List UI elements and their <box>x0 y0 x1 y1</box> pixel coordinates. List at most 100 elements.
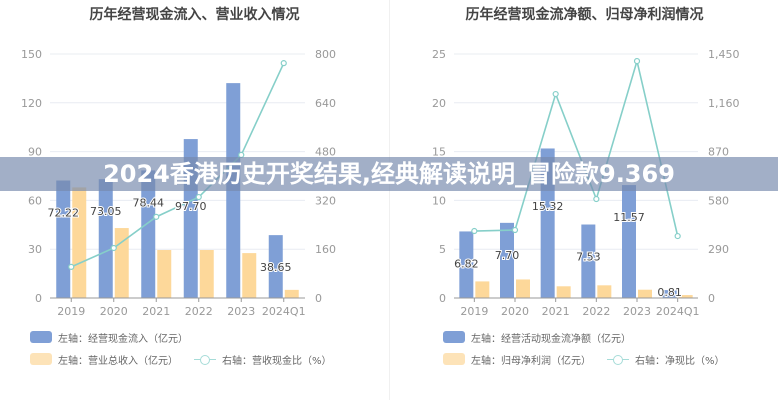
x-tick-label: 2021 <box>542 305 570 318</box>
y-right-tick-label: 0 <box>315 292 322 305</box>
y-left-tick-label: 25 <box>432 48 446 61</box>
legend-label: 左轴：营业总收入（亿元） <box>58 355 178 367</box>
line-point <box>471 227 478 235</box>
line-point <box>552 90 559 98</box>
chart-plot-left: 0 30 60 90 120 150 0 160 320 480 640 800 2019 2020 202… <box>21 48 336 318</box>
y-right-tick-label: 870 <box>708 146 729 159</box>
y-right-tick-label: 480 <box>315 146 336 159</box>
bar-series-2 <box>597 285 612 298</box>
bar-series-1 <box>56 180 71 298</box>
bar-series-1 <box>622 185 636 298</box>
x-tick-label: 2023 <box>227 305 255 318</box>
x-tick-label: 2022 <box>582 305 610 318</box>
legend-label: 左轴：经营现金流入（亿元） <box>58 333 188 345</box>
data-label: 78.44 <box>133 196 165 209</box>
line-point <box>593 195 600 203</box>
y-left-tick-label: 0 <box>439 292 446 305</box>
legend-label: 右轴：净现比（%） <box>635 355 725 367</box>
x-tick-label: 2019 <box>57 305 85 318</box>
x-tick-label: 2021 <box>142 305 170 318</box>
x-tick-label: 2023 <box>623 305 651 318</box>
banner-text: 2024香港历史开奖结果,经典解读说明_冒险款9.369 <box>103 160 675 188</box>
y-left-tick-label: 150 <box>21 48 42 61</box>
bar-series-2 <box>284 289 299 298</box>
bar-series-1 <box>141 170 156 298</box>
chart-panel-right: 历年经营现金流净额、归母净利润情况 0 5 10 15 20 25 0 290 580 870 1,… <box>389 0 778 400</box>
y-left-tick-label: 60 <box>28 194 42 207</box>
bar-series-2 <box>242 253 257 298</box>
line-point <box>280 60 287 67</box>
chart-title: 历年经营现金流净额、归母净利润情况 <box>465 7 704 23</box>
bar-series-1 <box>500 222 514 298</box>
data-label: 11.57 <box>613 211 645 224</box>
bar-series-2 <box>199 250 214 298</box>
legend-label: 右轴：营收现金比（%） <box>222 355 332 367</box>
legend-swatch-orange <box>30 353 52 365</box>
y-right-tick-label: 160 <box>315 243 336 256</box>
y-right-tick-label: 0 <box>708 292 715 305</box>
y-left-tick-label: 120 <box>21 97 42 110</box>
y-left-tick-label: 20 <box>432 97 446 110</box>
bar-series-1 <box>98 179 113 298</box>
data-label: 38.65 <box>260 261 292 274</box>
data-label: 7.70 <box>495 249 520 262</box>
x-tick-label: 2020 <box>501 305 529 318</box>
bar-series-2 <box>516 279 530 298</box>
line-point <box>68 263 75 270</box>
line-series <box>70 62 285 268</box>
data-label: 73.05 <box>90 205 122 218</box>
line-point <box>153 213 160 220</box>
y-right-tick-label: 580 <box>708 194 729 207</box>
x-tick-label: 2019 <box>460 305 488 318</box>
y-left-tick-label: 30 <box>28 243 42 256</box>
data-label: 72.22 <box>48 207 80 220</box>
legend-swatch-orange <box>443 353 465 365</box>
line-point <box>674 232 681 240</box>
y-left-tick-label: 10 <box>432 194 446 207</box>
data-label: 15.32 <box>532 200 564 213</box>
y-right-tick-label: 640 <box>315 97 336 110</box>
chart-legend: 左轴：经营现金流入（亿元） 左轴：营业总收入（亿元） 右轴：营收现金比（%） <box>30 326 332 370</box>
legend-label: 左轴：归母净利润（亿元） <box>471 355 591 367</box>
y-right-tick-label: 320 <box>315 194 336 207</box>
line-point <box>110 244 117 252</box>
bar-series-1 <box>268 235 283 298</box>
legend-swatch-blue <box>443 331 465 343</box>
line-point <box>511 226 519 234</box>
y-left-tick-label: 90 <box>28 146 42 159</box>
y-left-tick-label: 15 <box>432 146 446 159</box>
x-tick-label: 2024Q1 <box>262 305 306 318</box>
data-label: 6.82 <box>454 257 479 270</box>
bar-series-1 <box>459 231 474 298</box>
x-tick-label: 2022 <box>185 305 213 318</box>
y-right-tick-label: 1,450 <box>708 48 740 61</box>
line-series <box>474 57 679 237</box>
bar-series-2 <box>678 295 693 298</box>
data-label: 7.53 <box>576 251 601 264</box>
x-tick-label: 2020 <box>100 305 128 318</box>
chart-title: 历年经营现金流入、营业收入情况 <box>89 7 300 23</box>
y-left-tick-label: 5 <box>439 243 446 256</box>
y-right-tick-label: 800 <box>315 48 336 61</box>
bar-series-2 <box>157 250 172 298</box>
chart-panel-left: 历年经营现金流入、营业收入情况 0 30 60 90 120 150 0 160 320 480 6… <box>21 7 336 370</box>
overlay-banner: 2024香港历史开奖结果,经典解读说明_冒险款9.369 <box>0 157 778 191</box>
y-left-tick-label: 0 <box>35 292 42 305</box>
legend-label: 左轴：经营活动现金流净额（亿元） <box>471 333 631 345</box>
legend-swatch-blue <box>30 331 52 343</box>
bar-series-2 <box>556 286 571 298</box>
chart-legend: 左轴：经营活动现金流净额（亿元） 左轴：归母净利润（亿元） 右轴：净现比（%） <box>443 326 725 370</box>
bar-series-1 <box>581 224 596 298</box>
line-point <box>633 57 641 65</box>
legend-line-icon <box>607 353 629 365</box>
bar-series-1 <box>662 290 677 298</box>
chart-plot-right: 0 5 10 15 20 25 0 290 580 870 1,160 1,450 2019 2020 20… <box>432 48 740 318</box>
y-right-tick-label: 290 <box>708 243 729 256</box>
x-tick-label: 2024Q1 <box>656 305 700 318</box>
bar-series-2 <box>475 281 490 298</box>
bar-series-2 <box>638 289 652 298</box>
data-label: 97.70 <box>175 200 207 213</box>
data-label: 0.81 <box>657 286 682 299</box>
legend-line-icon <box>194 353 216 365</box>
bar-series-2 <box>72 187 87 298</box>
